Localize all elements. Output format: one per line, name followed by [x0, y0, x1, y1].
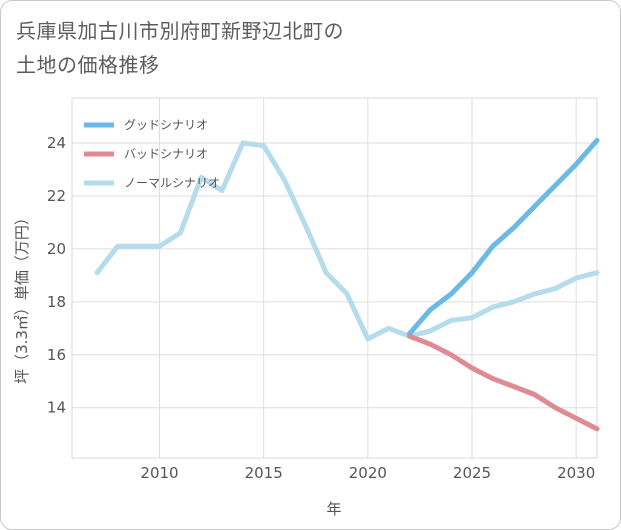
y-tick-label: 18 [47, 293, 66, 311]
x-tick-label: 2020 [349, 464, 387, 482]
x-tick-label: 2015 [245, 464, 283, 482]
series-line-1 [407, 333, 600, 432]
y-tick-label: 16 [47, 346, 66, 364]
y-tick-label: 20 [47, 240, 66, 258]
legend-label-2: ノーマルシナリオ [124, 176, 220, 190]
x-axis-title: 年 [326, 500, 341, 518]
series-line-0 [407, 137, 600, 337]
x-tick-label: 2025 [453, 464, 491, 482]
y-axis-title: 坪（3.3㎡）単価（万円） [13, 210, 31, 384]
legend-label-1: バッドシナリオ [124, 147, 208, 161]
chart-title: 兵庫県加古川市別府町新野辺北町の 土地の価格推移 [16, 14, 576, 82]
legend-label-0: グッドシナリオ [124, 118, 208, 132]
y-tick-label: 22 [47, 187, 66, 205]
series-layer [94, 137, 600, 432]
y-tick-label: 14 [47, 399, 66, 417]
x-tick-label: 2010 [140, 464, 178, 482]
plot-area-border [71, 97, 598, 459]
tick-labels: 2010 2015 2020 2025 2030 14 16 18 20 22 24 [47, 134, 595, 482]
x-tick-label: 2030 [557, 464, 595, 482]
y-tick-label: 24 [47, 134, 66, 152]
series-line-2 [94, 140, 600, 342]
chart-title-line-2: 土地の価格推移 [16, 53, 160, 77]
chart-title-line-1: 兵庫県加古川市別府町新野辺北町の [16, 19, 344, 43]
